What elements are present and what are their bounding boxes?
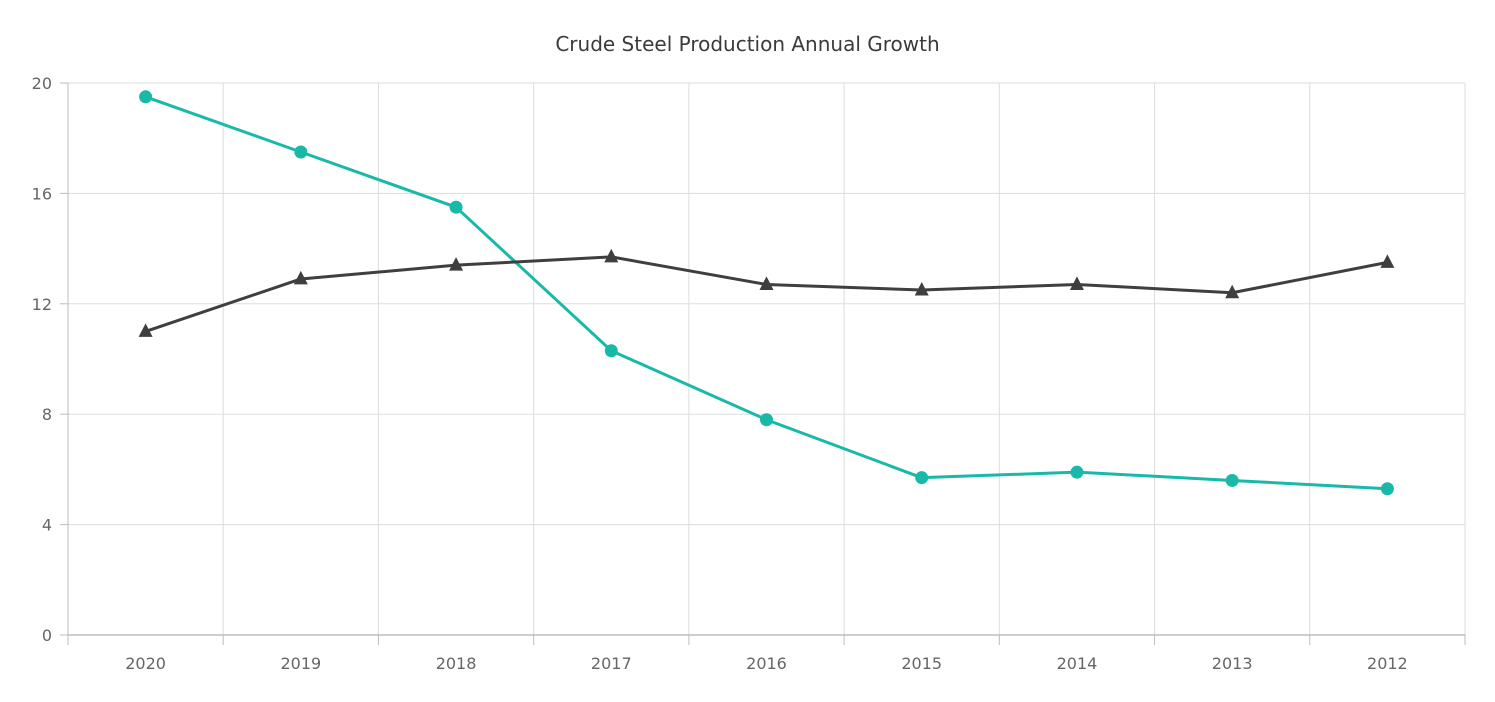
x-tick-label: 2014 <box>1057 654 1098 673</box>
x-tick-label: 2016 <box>746 654 787 673</box>
y-tick-label: 0 <box>42 626 52 645</box>
y-tick-label: 8 <box>42 405 52 424</box>
x-tick-label: 2012 <box>1367 654 1408 673</box>
series-1-point <box>1070 465 1084 479</box>
y-tick-label: 12 <box>32 295 52 314</box>
series-2-point <box>293 270 308 285</box>
series-2-point <box>1069 276 1084 290</box>
series-1-point <box>449 200 463 214</box>
series-line-1 <box>145 95 1388 491</box>
series-2-point <box>604 248 619 263</box>
series-2-point <box>1225 284 1240 299</box>
series-1-point <box>294 145 308 159</box>
x-tick-label: 2013 <box>1212 654 1253 673</box>
series-1-point <box>1380 482 1394 496</box>
series-lines <box>145 95 1388 491</box>
series-2-point <box>449 257 464 271</box>
series-1-point <box>760 413 773 427</box>
series-2-point <box>1380 254 1395 268</box>
series-2-point <box>138 323 153 337</box>
series-1-point <box>139 90 153 104</box>
series-2-point <box>759 276 774 290</box>
x-tick-label: 2018 <box>436 654 477 673</box>
x-tick-label: 2017 <box>591 654 632 673</box>
grid-lines <box>68 82 1466 635</box>
series-markers <box>138 90 1395 496</box>
series-line-2 <box>145 255 1388 333</box>
chart-title: Crude Steel Production Annual Growth <box>555 32 940 56</box>
x-tick-label: 2019 <box>280 654 321 673</box>
series-1-point <box>915 471 929 485</box>
series-2-point <box>914 281 929 296</box>
y-tick-label: 4 <box>42 516 52 535</box>
series-1-point <box>604 344 618 358</box>
x-tick-label: 2020 <box>125 654 166 673</box>
y-tick-label: 20 <box>32 74 52 93</box>
y-tick-label: 16 <box>32 184 52 203</box>
x-tick-label: 2015 <box>901 654 942 673</box>
series-1-point <box>1225 473 1239 487</box>
